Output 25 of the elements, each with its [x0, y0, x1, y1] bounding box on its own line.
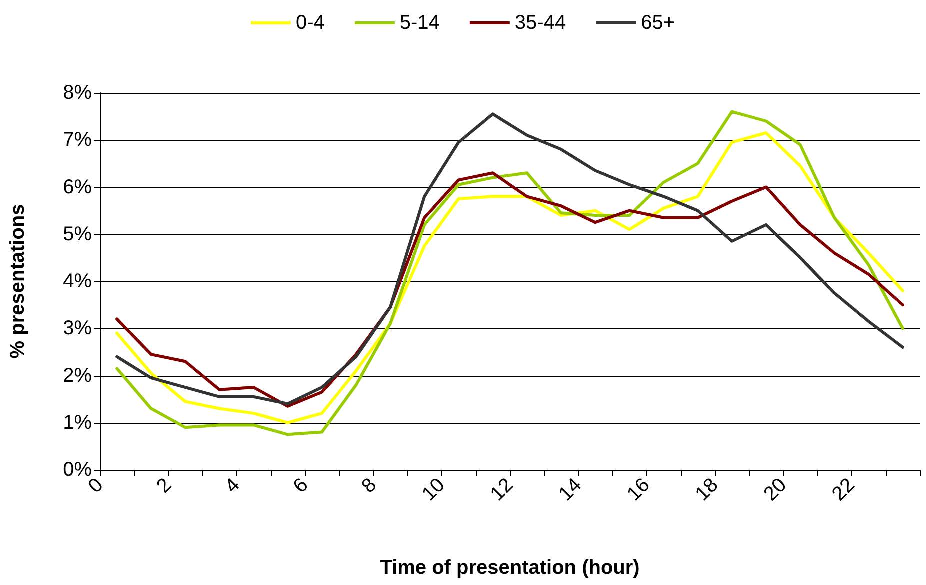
x-tick-label: 2: [152, 474, 176, 498]
y-tick-label: 1%: [63, 412, 92, 434]
x-tick-label: 16: [623, 474, 654, 506]
legend-label: 0-4: [296, 12, 325, 34]
x-tick-label: 4: [221, 474, 244, 498]
x-tick-label: 14: [554, 474, 586, 506]
y-tick-label: 7%: [63, 129, 92, 152]
legend-label: 65+: [641, 12, 676, 34]
y-tick-label: 8%: [63, 82, 92, 104]
x-tick-label: 12: [486, 474, 518, 506]
x-tick-label: 8: [358, 474, 382, 498]
y-tick-label: 5%: [63, 223, 92, 246]
x-tick-label: 18: [692, 474, 723, 506]
y-tick-label: 6%: [63, 176, 92, 198]
y-tick-label: 2%: [63, 364, 92, 387]
x-tick-label: 22: [828, 474, 860, 506]
x-axis-title: Time of presentation (hour): [380, 557, 640, 579]
x-tick-label: 6: [289, 474, 313, 498]
y-axis-title: % presentations: [7, 204, 29, 359]
x-tick-label: 10: [418, 474, 450, 506]
legend-label: 5-14: [400, 12, 440, 34]
y-tick-label: 3%: [63, 318, 92, 340]
y-tick-label: 4%: [63, 270, 92, 292]
legend-label: 35-44: [514, 12, 566, 34]
x-tick-label: 20: [760, 474, 792, 506]
